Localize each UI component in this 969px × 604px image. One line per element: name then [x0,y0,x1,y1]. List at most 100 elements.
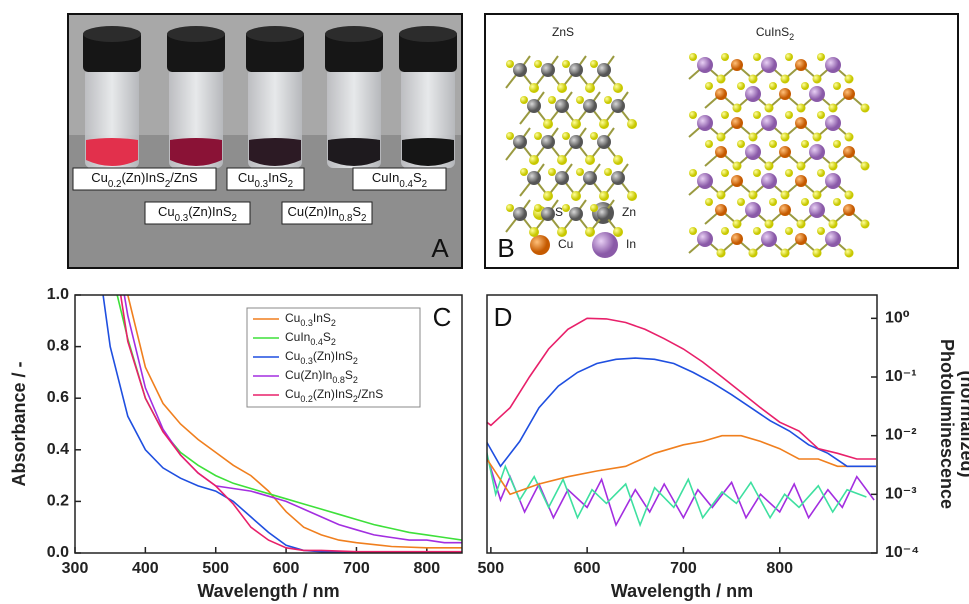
atom [817,227,825,235]
atom [745,86,761,102]
atom [715,88,727,100]
atom [590,132,598,140]
atom [576,168,584,176]
atom [604,168,612,176]
atom [779,204,791,216]
atom [534,60,542,68]
x-tick-label: 300 [62,560,89,577]
legend-label: Cu [558,237,573,251]
atom [717,191,726,200]
atom [797,162,806,171]
atom [513,135,527,149]
atom [529,83,539,93]
atom [833,82,841,90]
vial-cap-top [399,26,457,42]
x-tick-label: 800 [413,560,440,577]
atom [705,82,713,90]
y-tick-label: 0.0 [47,544,69,561]
atom [829,220,838,229]
atom [737,140,745,148]
atom [527,171,541,185]
y-tick-label: 10⁰ [885,310,910,327]
atom [845,191,854,200]
atom [795,117,807,129]
legend-label: S [555,205,563,219]
atom [571,119,581,129]
atom [843,88,855,100]
atom [590,60,598,68]
atom [506,132,514,140]
atom [861,104,870,113]
atom [590,204,598,212]
y-tick-label: 10⁻¹ [885,368,917,385]
atom [697,115,713,131]
atom [745,144,761,160]
atom [801,140,809,148]
atom [829,104,838,113]
atom [813,133,822,142]
x-tick-label: 700 [670,560,697,577]
atom [761,231,777,247]
atom [753,227,761,235]
atom [843,204,855,216]
atom [705,198,713,206]
atom [779,146,791,158]
atom [585,155,595,165]
atom [506,60,514,68]
vial-cap-top [325,26,383,42]
atom [697,173,713,189]
atom [715,146,727,158]
atom [534,204,542,212]
atom [861,162,870,171]
atom [557,227,567,237]
atom [809,86,825,102]
atom [721,169,729,177]
atom [529,155,539,165]
atom [597,135,611,149]
atom [845,133,854,142]
atom [506,204,514,212]
atom [785,227,793,235]
atom [585,227,595,237]
atom [613,227,623,237]
atom [731,59,743,71]
atom [781,191,790,200]
atom [861,220,870,229]
atom [731,175,743,187]
atom [809,202,825,218]
atom [825,115,841,131]
vial-liquid [170,138,222,166]
atom [795,59,807,71]
atom [801,198,809,206]
atom [737,198,745,206]
atom [541,63,555,77]
atom [753,111,761,119]
atom [613,155,623,165]
atom [721,227,729,235]
series-line [486,449,866,525]
atom [555,171,569,185]
series-line [483,358,876,466]
atom [689,111,697,119]
atom [749,191,758,200]
atom [833,198,841,206]
y-tick-label: 1.0 [47,286,69,303]
atom [627,119,637,129]
atom [785,169,793,177]
x-axis-label: Wavelength / nm [197,581,339,601]
y-axis-label: Absorbance / - [9,361,29,486]
atom [689,227,697,235]
atom [520,168,528,176]
atom [781,75,790,84]
atom [529,227,539,237]
atom [795,233,807,245]
atom [845,75,854,84]
figure: Cu0.2(Zn)InS2/ZnSCu0.3InS2CuIn0.4S2Cu0.3… [0,0,969,604]
legend-atom [592,232,618,258]
atom [597,207,611,221]
atom [761,57,777,73]
panel-label: A [431,233,449,263]
atom [599,119,609,129]
atom [817,169,825,177]
y-tick-label: 0.2 [47,493,69,510]
